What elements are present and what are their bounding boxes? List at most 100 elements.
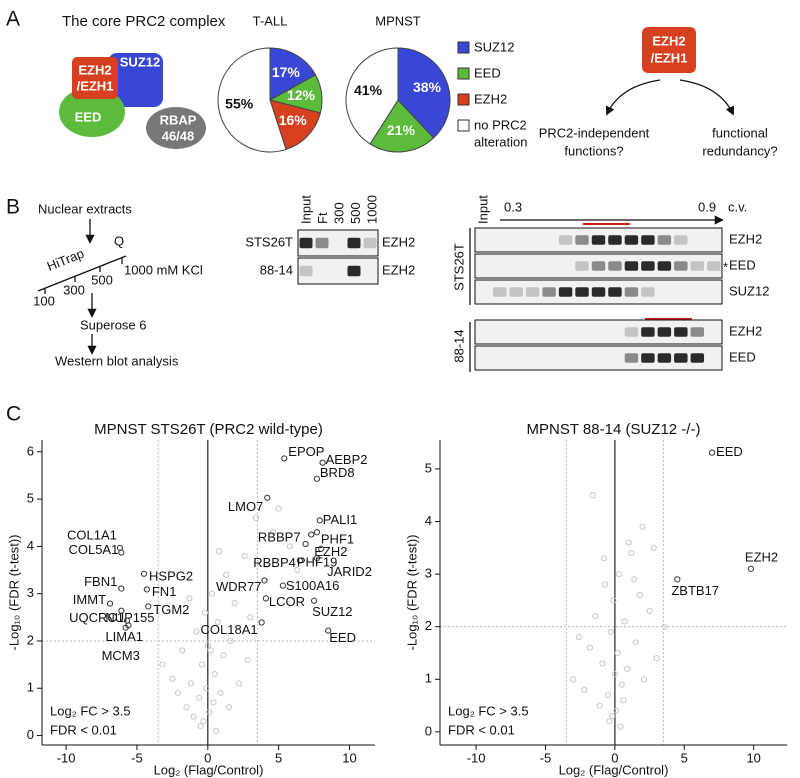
column-label: HiTrap xyxy=(45,246,86,274)
protein-label: EED xyxy=(729,257,756,272)
point xyxy=(617,723,624,730)
point xyxy=(252,514,260,522)
point xyxy=(199,661,206,668)
band xyxy=(674,261,688,271)
legend-label: EZH2 xyxy=(474,91,507,106)
y-tick-label: 1 xyxy=(425,671,432,686)
point xyxy=(618,681,625,688)
slice-label: 12% xyxy=(287,87,316,103)
point-label: FBN1 xyxy=(84,574,117,589)
point xyxy=(596,702,603,709)
point xyxy=(261,577,268,584)
point xyxy=(186,595,193,602)
protein-label: EZH2 xyxy=(729,323,762,338)
point-label: EED xyxy=(716,444,743,459)
point-label: ZBTB17 xyxy=(671,583,719,598)
protein-label: EZH2 xyxy=(729,231,762,246)
band xyxy=(624,327,639,337)
point xyxy=(661,623,668,630)
y-tick-label: 4 xyxy=(425,513,432,528)
protein-label: SUZ12 xyxy=(729,283,769,298)
point xyxy=(308,531,315,538)
y-tick-label: 3 xyxy=(27,585,34,600)
band xyxy=(315,237,329,249)
legend-swatch xyxy=(457,93,470,106)
band xyxy=(657,261,672,271)
point xyxy=(586,644,594,651)
band xyxy=(641,235,655,245)
point xyxy=(318,545,325,552)
point-label: TGM2 xyxy=(153,602,189,617)
pie-slice xyxy=(369,99,435,153)
column-line xyxy=(37,255,127,292)
point xyxy=(211,670,218,678)
point xyxy=(208,590,216,597)
model-label: /EZH1 xyxy=(651,50,688,65)
band xyxy=(542,287,556,297)
point xyxy=(214,618,221,626)
point xyxy=(179,647,186,654)
point xyxy=(143,586,150,593)
point xyxy=(613,707,620,714)
salt-label: 500 xyxy=(91,272,113,287)
point xyxy=(210,699,217,706)
annotation: FDR < 0.01 xyxy=(50,722,117,737)
point-label: JARID2 xyxy=(327,564,372,579)
legend-label: no PRC2 xyxy=(474,117,527,132)
band xyxy=(492,287,507,297)
point xyxy=(235,680,243,687)
cell-line: 88-14 xyxy=(260,262,293,277)
lane-label: 300 xyxy=(331,202,346,224)
point-label: EZH2 xyxy=(745,549,778,564)
x-tick-label: 0 xyxy=(204,750,211,765)
model-box xyxy=(642,27,696,73)
subunit-label: /EZH1 xyxy=(77,78,114,93)
point xyxy=(169,675,176,682)
subunit-label: RBAP xyxy=(160,112,197,127)
annotation: Log₂ FC > 3.5 xyxy=(50,703,131,718)
band xyxy=(674,353,688,363)
point xyxy=(628,549,635,557)
x-tick-label: -10 xyxy=(57,750,76,765)
point xyxy=(610,597,617,604)
y-tick-label: 0 xyxy=(27,727,34,742)
point xyxy=(269,529,277,536)
y-tick-label: 4 xyxy=(27,538,34,553)
y-tick-label: 5 xyxy=(27,491,34,506)
x-tick-label: 0 xyxy=(611,750,618,765)
point-label: LIMA1 xyxy=(105,629,143,644)
point xyxy=(646,607,653,615)
point xyxy=(319,459,326,466)
y-tick-label: 1 xyxy=(27,680,34,695)
point xyxy=(197,722,204,730)
band xyxy=(299,265,313,277)
x-tick-label: -5 xyxy=(131,750,143,765)
point xyxy=(310,597,318,604)
point xyxy=(313,555,321,562)
nonspecific-mark: * xyxy=(723,259,728,274)
point xyxy=(293,566,301,574)
point xyxy=(204,642,211,649)
subunit-label: 46/48 xyxy=(162,128,195,143)
arrow xyxy=(605,79,661,116)
point xyxy=(174,689,182,697)
annotation: FDR < 0.01 xyxy=(448,722,515,737)
point xyxy=(570,676,577,683)
lane-label: Input xyxy=(298,195,313,224)
x-tick-label: -10 xyxy=(467,750,486,765)
point xyxy=(207,647,214,654)
point-label: PALI1 xyxy=(323,512,357,527)
x-tick-label: -5 xyxy=(540,750,552,765)
cell-line: STS26T xyxy=(245,234,293,249)
band xyxy=(299,237,313,249)
x-tick-label: 10 xyxy=(342,750,356,765)
point-label: PHF19 xyxy=(297,555,337,570)
point-label: COL1A1 xyxy=(67,527,117,542)
protein-label: EED xyxy=(729,349,756,364)
pie-slice xyxy=(397,47,451,139)
band xyxy=(525,287,540,297)
point xyxy=(217,689,224,697)
point-label: LMO7 xyxy=(228,499,263,514)
point xyxy=(122,624,129,631)
point-label: RBBP4 xyxy=(253,555,296,570)
